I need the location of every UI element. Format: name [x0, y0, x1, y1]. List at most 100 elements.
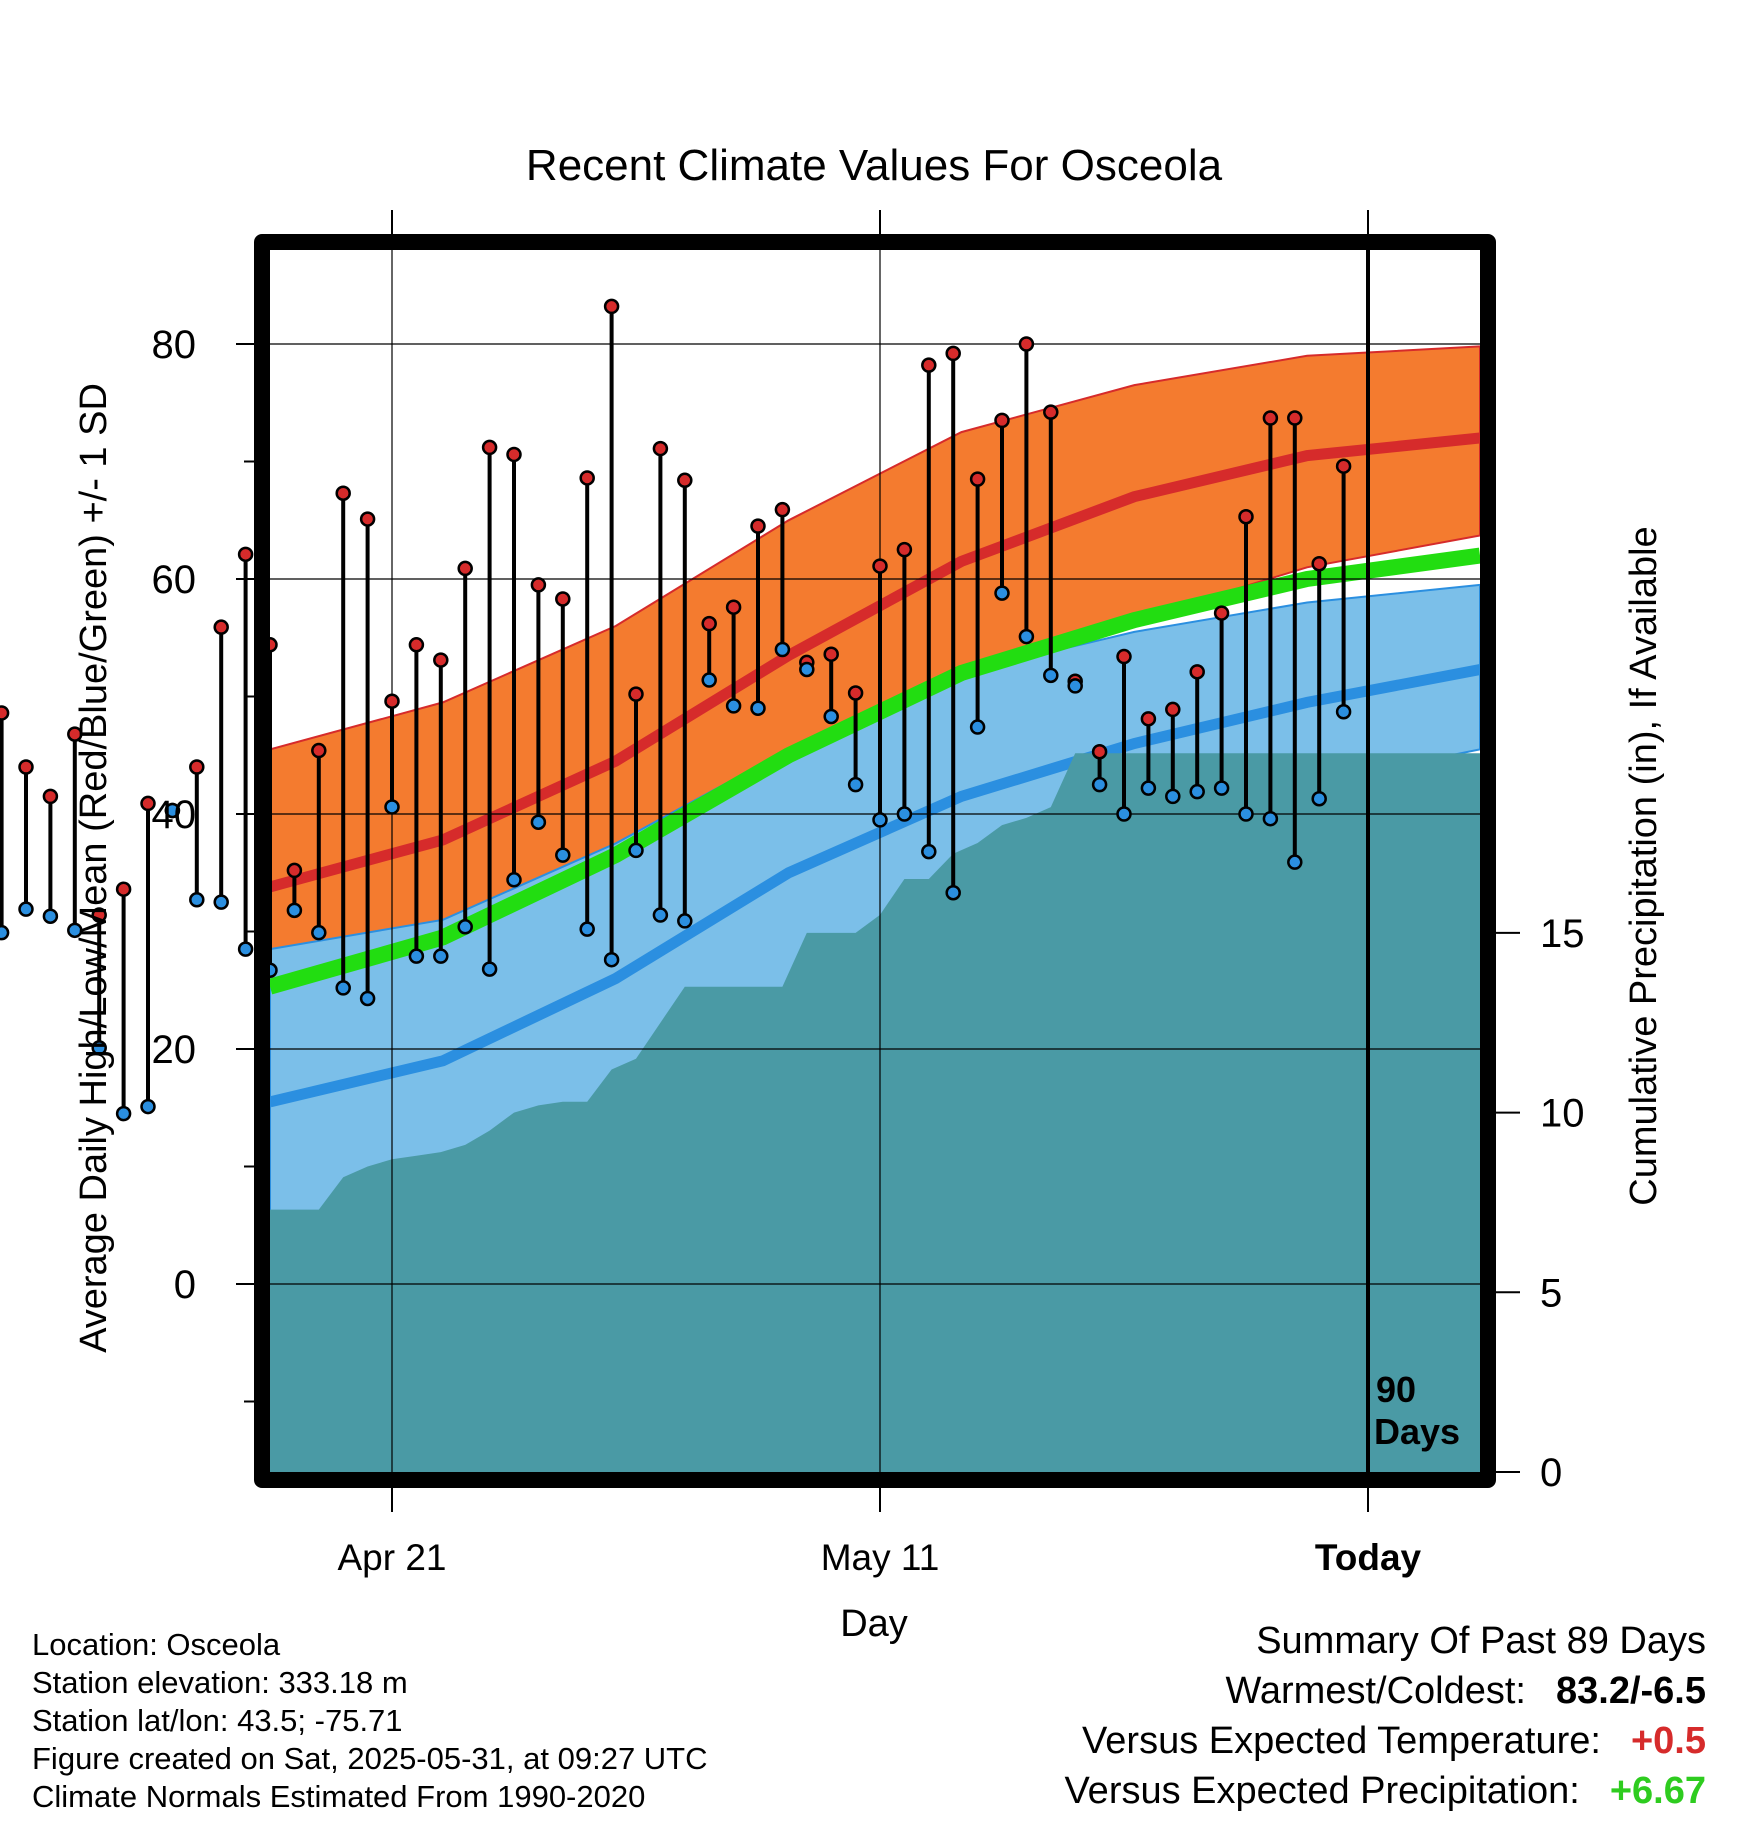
daily-low-point	[213, 894, 229, 910]
daily-high-point	[0, 705, 10, 721]
y2-tick-label: 15	[1540, 912, 1585, 956]
daily-low-point	[1262, 810, 1279, 827]
daily-low-point	[91, 1040, 107, 1056]
info-location: Location: Osceola	[32, 1627, 281, 1662]
daily-low-point	[823, 708, 839, 725]
daily-high-point	[1287, 410, 1303, 426]
daily-high-point	[18, 759, 34, 775]
temp-label: Versus Expected Temperature:	[1082, 1720, 1601, 1762]
daily-high-point	[140, 795, 156, 812]
daily-low-point	[481, 961, 498, 977]
station-info: Location: Osceola Station elevation: 333…	[32, 1626, 708, 1816]
daily-low-point	[945, 884, 961, 901]
daily-low-point	[1018, 628, 1035, 645]
daily-low-point	[1287, 854, 1303, 870]
low-mean-line	[270, 664, 1480, 1108]
daily-low-point	[237, 941, 254, 957]
daily-high-point	[91, 907, 107, 923]
daily-low-point	[1091, 776, 1108, 793]
plot-frame	[254, 234, 1496, 1488]
daily-high-point	[1140, 711, 1157, 727]
daily-low-point	[725, 698, 742, 714]
y-tick-label: 80	[152, 323, 197, 367]
info-created: Figure created on Sat, 2025-05-31, at 09…	[32, 1741, 708, 1776]
daily-high-point	[1165, 701, 1181, 718]
daily-high-point	[1018, 336, 1035, 352]
precipitation-area	[270, 753, 1480, 1472]
daily-low-point	[67, 922, 83, 939]
y-tick-label: 60	[152, 558, 197, 602]
daily-high-point	[579, 470, 595, 486]
daily-high-point	[1262, 410, 1279, 426]
summary-precip-row: Versus Expected Precipitation: +6.67	[806, 1770, 1706, 1820]
daily-low-point	[1140, 780, 1157, 796]
y-tick-label: 0	[174, 1263, 196, 1307]
daily-low-point	[1238, 806, 1254, 822]
info-normals: Climate Normals Estimated From 1990-2020	[32, 1779, 646, 1814]
daily-low-point	[1189, 783, 1205, 800]
y2-axis-label: Cumulative Precipitation (in), If Availa…	[1623, 526, 1665, 1205]
daily-low-point	[994, 585, 1010, 601]
daily-low-point	[335, 980, 351, 996]
daily-high-point	[42, 788, 59, 805]
high-mean-line	[270, 432, 1480, 893]
daily-high-point	[994, 412, 1010, 429]
daily-high-point	[1238, 508, 1254, 525]
daily-low-point	[408, 948, 425, 964]
daily-low-point	[701, 672, 717, 688]
summary-panel: Summary Of Past 89 Days Warmest/Coldest:…	[806, 1620, 1706, 1820]
daily-high-point	[433, 652, 449, 668]
x-tick-label: Today	[1315, 1537, 1422, 1578]
today-marker-label: Days	[1374, 1411, 1460, 1452]
daily-high-point	[701, 615, 717, 632]
y2-tick-label: 5	[1540, 1271, 1562, 1315]
daily-low-point	[628, 842, 644, 859]
daily-low-point	[1335, 704, 1352, 720]
info-elevation: Station elevation: 333.18 m	[32, 1665, 408, 1700]
daily-low-point	[774, 641, 791, 658]
daily-high-point	[506, 446, 522, 463]
daily-high-point	[189, 759, 205, 775]
daily-high-point	[1335, 458, 1352, 474]
daily-high-point	[823, 646, 839, 662]
daily-low-point	[603, 951, 620, 968]
summary-temp-row: Versus Expected Temperature: +0.5	[806, 1720, 1706, 1770]
daily-low-point	[115, 1105, 132, 1122]
daily-high-point	[872, 558, 888, 574]
daily-low-point	[677, 913, 693, 929]
warmest-value: 83.2/-6.5	[1556, 1670, 1706, 1712]
daily-low-point	[0, 924, 10, 941]
temp-value: +0.5	[1630, 1720, 1706, 1762]
y-axis-label: Average Daily High/Low/Mean (Red/Blue/Gr…	[73, 383, 115, 1353]
daily-high-point	[1311, 555, 1327, 572]
daily-high-point	[237, 546, 254, 563]
daily-low-point	[1311, 790, 1327, 807]
daily-high-point	[677, 472, 693, 489]
daily-low-point	[1043, 667, 1059, 684]
today-marker-label: 90	[1376, 1369, 1416, 1410]
daily-low-point	[433, 948, 449, 964]
x-tick-label: May 11	[821, 1537, 940, 1578]
daily-high-point	[67, 726, 83, 742]
daily-low-point	[311, 924, 327, 941]
daily-high-point	[481, 439, 498, 456]
daily-high-point	[1213, 605, 1230, 621]
daily-high-point	[213, 619, 229, 635]
daily-high-point	[115, 881, 132, 897]
daily-high-point	[408, 637, 425, 653]
daily-low-point	[872, 812, 888, 828]
daily-low-point	[1116, 806, 1132, 822]
daily-low-point	[286, 902, 303, 919]
daily-high-point	[628, 686, 644, 702]
daily-low-point	[555, 847, 571, 863]
daily-low-point	[164, 802, 181, 819]
daily-low-point	[896, 806, 913, 822]
daily-high-point	[652, 440, 669, 457]
daily-high-point	[457, 560, 473, 577]
daily-low-point	[18, 901, 34, 917]
daily-high-point	[896, 541, 913, 558]
daily-high-point	[1043, 404, 1059, 420]
daily-low-point	[847, 776, 864, 793]
daily-low-point	[579, 921, 595, 937]
